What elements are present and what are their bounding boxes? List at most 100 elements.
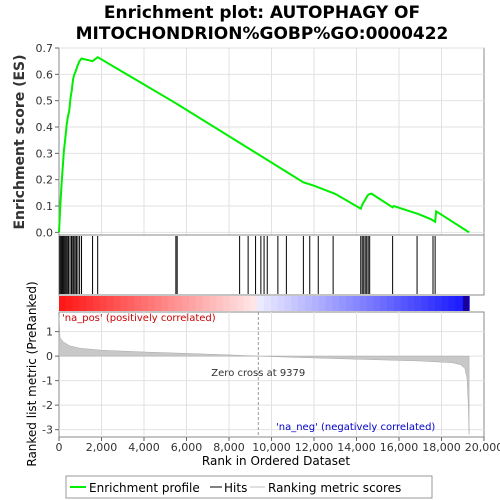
color-bar-segment: [346, 296, 354, 311]
color-bar-segment: [209, 296, 217, 311]
es-gridlines: [59, 47, 484, 235]
metric-y-axis: -3 -2 -1 0 1: [42, 326, 59, 437]
x-tick-label: 14,000: [337, 441, 376, 454]
metric-y-tick-label: -2: [42, 399, 53, 412]
chart-title-line-2: MITOCHONDRION%GOBP%GO:0000422: [76, 24, 449, 44]
x-tick-label: 10,000: [252, 441, 291, 454]
legend-label-enrichment: Enrichment profile: [89, 481, 200, 495]
color-bar-segment: [65, 296, 74, 311]
color-bar-segment: [414, 296, 422, 311]
positive-zone-label: 'na_pos' (positively correlated): [62, 313, 216, 324]
color-bar-segment: [325, 296, 334, 311]
enrichment-profile-line: [58, 55, 470, 234]
color-bar-segment: [400, 296, 409, 311]
es-y-axis-label: Enrichment score (ES): [12, 54, 28, 229]
color-bar-segment: [407, 296, 416, 311]
es-y-tick-label: 0.1: [36, 200, 54, 213]
color-bar-segment: [455, 296, 463, 311]
hits-panel-frame: [58, 234, 485, 296]
es-y-axis: 0.0 0.1 0.2 0.3 0.4 0.5 0.6 0.7: [36, 42, 59, 239]
color-bar-segment: [373, 296, 381, 311]
hit-markers: [59, 236, 436, 294]
color-bar-segment: [339, 296, 347, 311]
x-tick-label: 0: [56, 441, 63, 454]
color-bar-segment: [387, 296, 395, 311]
x-axis: 0 2,000 4,000 6,000 8,000 10,000 12,000 14,000 1…: [56, 437, 500, 454]
color-bar-segment: [113, 296, 122, 311]
color-bar-segment: [127, 296, 135, 311]
es-y-tick-label: 0.0: [36, 226, 54, 239]
color-bar-segment: [223, 296, 231, 311]
metric-y-tick-label: 0: [46, 350, 53, 363]
x-tick-label: 8,000: [213, 441, 245, 454]
color-bar-segment: [195, 296, 204, 311]
x-tick-label: 6,000: [171, 441, 203, 454]
color-bar-segment: [352, 296, 361, 311]
color-bar-segment: [366, 296, 375, 311]
x-tick-label: 18,000: [422, 441, 461, 454]
color-bar-segment: [250, 296, 258, 311]
color-bar-segment: [100, 296, 108, 311]
color-bar-segment: [332, 296, 340, 311]
es-y-tick-label: 0.7: [36, 42, 54, 55]
color-bar-segment: [359, 296, 368, 311]
color-bar-segment: [154, 296, 163, 311]
color-bar-segment: [216, 296, 224, 311]
color-bar-end: [463, 296, 470, 311]
x-tick-label: 20,000: [465, 441, 500, 454]
color-bar-segment: [284, 296, 293, 311]
rank-color-bar: [59, 296, 470, 311]
es-y-tick-label: 0.2: [36, 174, 54, 187]
color-bar-segment: [168, 296, 176, 311]
legend-box: [65, 475, 433, 499]
metric-y-axis-label: Ranked list metric (PreRanked): [25, 281, 39, 466]
legend-label-ranking: Ranking metric scores: [268, 481, 401, 495]
es-y-tick-label: 0.4: [36, 121, 54, 134]
color-bar-segment: [93, 296, 101, 311]
color-bar-segment: [236, 296, 245, 311]
x-tick-label: 4,000: [128, 441, 160, 454]
color-bar-segment: [393, 296, 402, 311]
legend: Enrichment profile Hits Ranking metric s…: [65, 475, 433, 499]
x-tick-label: 16,000: [380, 441, 419, 454]
color-bar-segment: [448, 296, 457, 311]
color-bar-segment: [182, 296, 190, 311]
metric-y-tick-label: 1: [46, 326, 53, 339]
color-bar-segment: [380, 296, 388, 311]
color-bar-segment: [202, 296, 210, 311]
color-bar-segment: [264, 296, 272, 311]
chart-title-line-1: Enrichment plot: AUTOPHAGY OF: [104, 3, 420, 23]
color-bar-segment: [270, 296, 279, 311]
color-bar-segment: [134, 296, 142, 311]
color-bar-segment: [188, 296, 197, 311]
color-bar-segment: [147, 296, 156, 311]
color-bar-segment: [229, 296, 238, 311]
metric-y-tick-label: -3: [42, 424, 53, 437]
metric-y-tick-label: -1: [42, 375, 53, 388]
color-bar-segment: [161, 296, 169, 311]
x-tick-label: 12,000: [295, 441, 334, 454]
legend-label-hits: Hits: [224, 481, 247, 495]
ranking-metric-area: [58, 316, 470, 435]
color-bar-segment: [311, 296, 320, 311]
color-bar-segment: [277, 296, 286, 311]
color-bar-segment: [59, 296, 67, 311]
es-y-tick-label: 0.5: [36, 95, 54, 108]
color-bar-segment: [175, 296, 183, 311]
color-bar-segment: [141, 296, 149, 311]
x-tick-label: 2,000: [86, 441, 118, 454]
color-bar-segment: [86, 296, 94, 311]
color-bar-segment: [298, 296, 306, 311]
x-axis-label: Rank in Ordered Dataset: [202, 454, 350, 468]
color-bar-segment: [305, 296, 313, 311]
color-bar-segment: [243, 296, 251, 311]
zero-cross-label: Zero cross at 9379: [211, 368, 305, 379]
es-y-tick-label: 0.6: [36, 68, 54, 81]
color-bar-segment: [421, 296, 429, 311]
color-bar-segment: [428, 296, 436, 311]
color-bar-segment: [79, 296, 87, 311]
color-bar-segment: [257, 296, 265, 311]
color-bar-segment: [72, 296, 81, 311]
color-bar-segment: [318, 296, 327, 311]
